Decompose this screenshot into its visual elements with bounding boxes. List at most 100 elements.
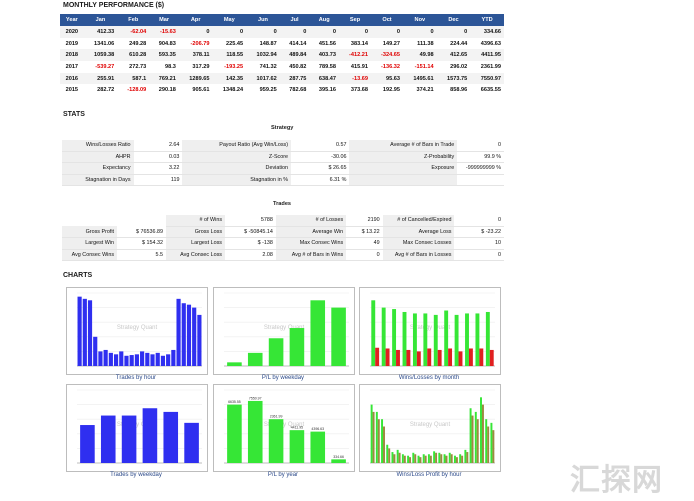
stat-value: $ -50845.14 (225, 226, 276, 239)
chart-caption: P/L by year (267, 472, 299, 478)
stat-value: 0 (346, 249, 383, 262)
stat-label: Wins/Losses Ratio (62, 140, 134, 152)
stat-label: Average Loss (382, 226, 455, 239)
value-cell: 0 (309, 26, 339, 38)
bar (247, 352, 263, 366)
value-cell: 741.32 (259, 63, 277, 70)
bar (129, 355, 134, 366)
value-cell: -62.04 (117, 26, 150, 38)
monthly-body: 2020 412.33 -62.04 -15.63 0 0 0 0 0 0 0 0 0 334.66 201… (60, 26, 504, 96)
chart-caption: Wins/Losses by month (398, 375, 460, 381)
value-cell: 0 (403, 26, 437, 38)
bar (485, 311, 490, 366)
bar (388, 448, 391, 463)
stat-label: # of Cancelled/Expired (382, 215, 455, 227)
value-cell: 287.75 (279, 72, 310, 85)
header-jan: Jan (83, 14, 118, 26)
value-cell: 290.18 (158, 87, 176, 94)
value-cell: -412.21 (338, 49, 371, 62)
bar (227, 404, 242, 463)
value-cell: 1059.38 (83, 49, 118, 62)
stat-label: Avg # of Bars in Losses (382, 249, 455, 262)
year-cell: 2018 (60, 49, 84, 62)
bar (150, 354, 155, 366)
year-cell: 2019 (65, 40, 79, 47)
value-cell: 0 (246, 26, 280, 38)
value-cell: 0 (178, 26, 213, 38)
stat-value: 49 (346, 237, 383, 250)
value-cell: -539.27 (95, 63, 115, 70)
bar (406, 349, 411, 366)
value-cell: 192.95 (382, 87, 401, 94)
value-cell: 1341.06 (94, 40, 115, 47)
stat-value (117, 215, 166, 226)
bar (310, 431, 326, 463)
value-cell: 225.45 (226, 40, 244, 47)
header-feb: Feb (117, 14, 150, 26)
bar (375, 411, 378, 463)
stat-value: 0.03 (133, 151, 183, 164)
header-oct: Oct (371, 14, 404, 26)
chart-p-l-by-year: Strategy Quant 6635.55 7550.97 2361.99 4411.… (213, 384, 355, 472)
bar (412, 452, 415, 463)
stat-value: 5.5 (117, 249, 166, 262)
bar (487, 426, 490, 463)
bar (186, 304, 192, 366)
bar (385, 348, 390, 366)
stat-value: 3.22 (133, 162, 183, 175)
value-cell: 249.28 (129, 40, 147, 47)
chart-watermark: Strategy Quant (410, 422, 451, 428)
chart-svg: Strategy Quant 6635.55 7550.97 2361.99 4411.… (224, 389, 349, 464)
stat-label: Exposure (349, 162, 458, 175)
value-cell: 414.14 (289, 40, 307, 47)
charts-title: CHARTS (63, 272, 93, 279)
bar (166, 354, 171, 366)
value-cell: 149.27 (382, 40, 401, 47)
bar-label: 334.66 (333, 455, 344, 459)
stat-label: Largest Loss (165, 237, 226, 250)
stat-label: Max Consec Losses (382, 237, 455, 250)
stat-value: 5788 (225, 215, 276, 227)
monthly-header-row: Year Jan Feb Mar Apr May Jun Jul Aug Sep Oct Nov Dec… (60, 14, 504, 26)
stat-label: # of Losses (275, 215, 347, 227)
bar (124, 355, 129, 366)
bar (475, 313, 480, 366)
bar (419, 457, 422, 463)
bar (427, 348, 432, 366)
value-cell: 383.14 (350, 40, 368, 47)
bar (443, 454, 446, 463)
value-cell: -13.69 (338, 72, 371, 85)
stat-value: $ 154.32 (117, 237, 166, 250)
bar (176, 298, 181, 366)
chart-svg: Strategy Quant (370, 292, 495, 367)
stat-label: Expectancy (62, 162, 134, 175)
bar (87, 300, 93, 366)
value-cell: 782.68 (289, 87, 307, 94)
bar (82, 298, 87, 366)
bar (119, 351, 124, 366)
stat-label: Gross Profit (62, 226, 118, 239)
bar (427, 454, 430, 463)
value-cell: 1495.61 (403, 72, 437, 85)
stat-label: Z-Probability (349, 151, 458, 164)
bar (481, 404, 484, 463)
stat-label: # of Wins (165, 215, 226, 227)
stat-label: Avg # of Bars in Wins (275, 249, 347, 262)
value-cell: 451.56 (318, 40, 336, 47)
bar (422, 454, 425, 463)
stat-value (457, 174, 504, 187)
value-cell: 489.84 (279, 49, 310, 62)
value-cell: 49.98 (403, 49, 437, 62)
bar (476, 419, 479, 463)
header-apr: Apr (178, 14, 213, 26)
stat-label: Stagnation in Days (62, 174, 134, 187)
bar (429, 455, 432, 463)
trades-subtitle: Trades (273, 201, 292, 207)
stat-row: Avg Consec Wins 5.5 Avg Consec Loss 2.08 Avg… (62, 249, 504, 262)
bar (184, 422, 199, 463)
stat-value: 2190 (346, 215, 383, 227)
bar (227, 362, 242, 366)
table-row: 2020 412.33 -62.04 -15.63 0 0 0 0 0 0 0 0 0 334.66 (60, 26, 504, 38)
value-cell: -15.63 (149, 26, 179, 38)
value-cell: 142.35 (212, 72, 247, 85)
